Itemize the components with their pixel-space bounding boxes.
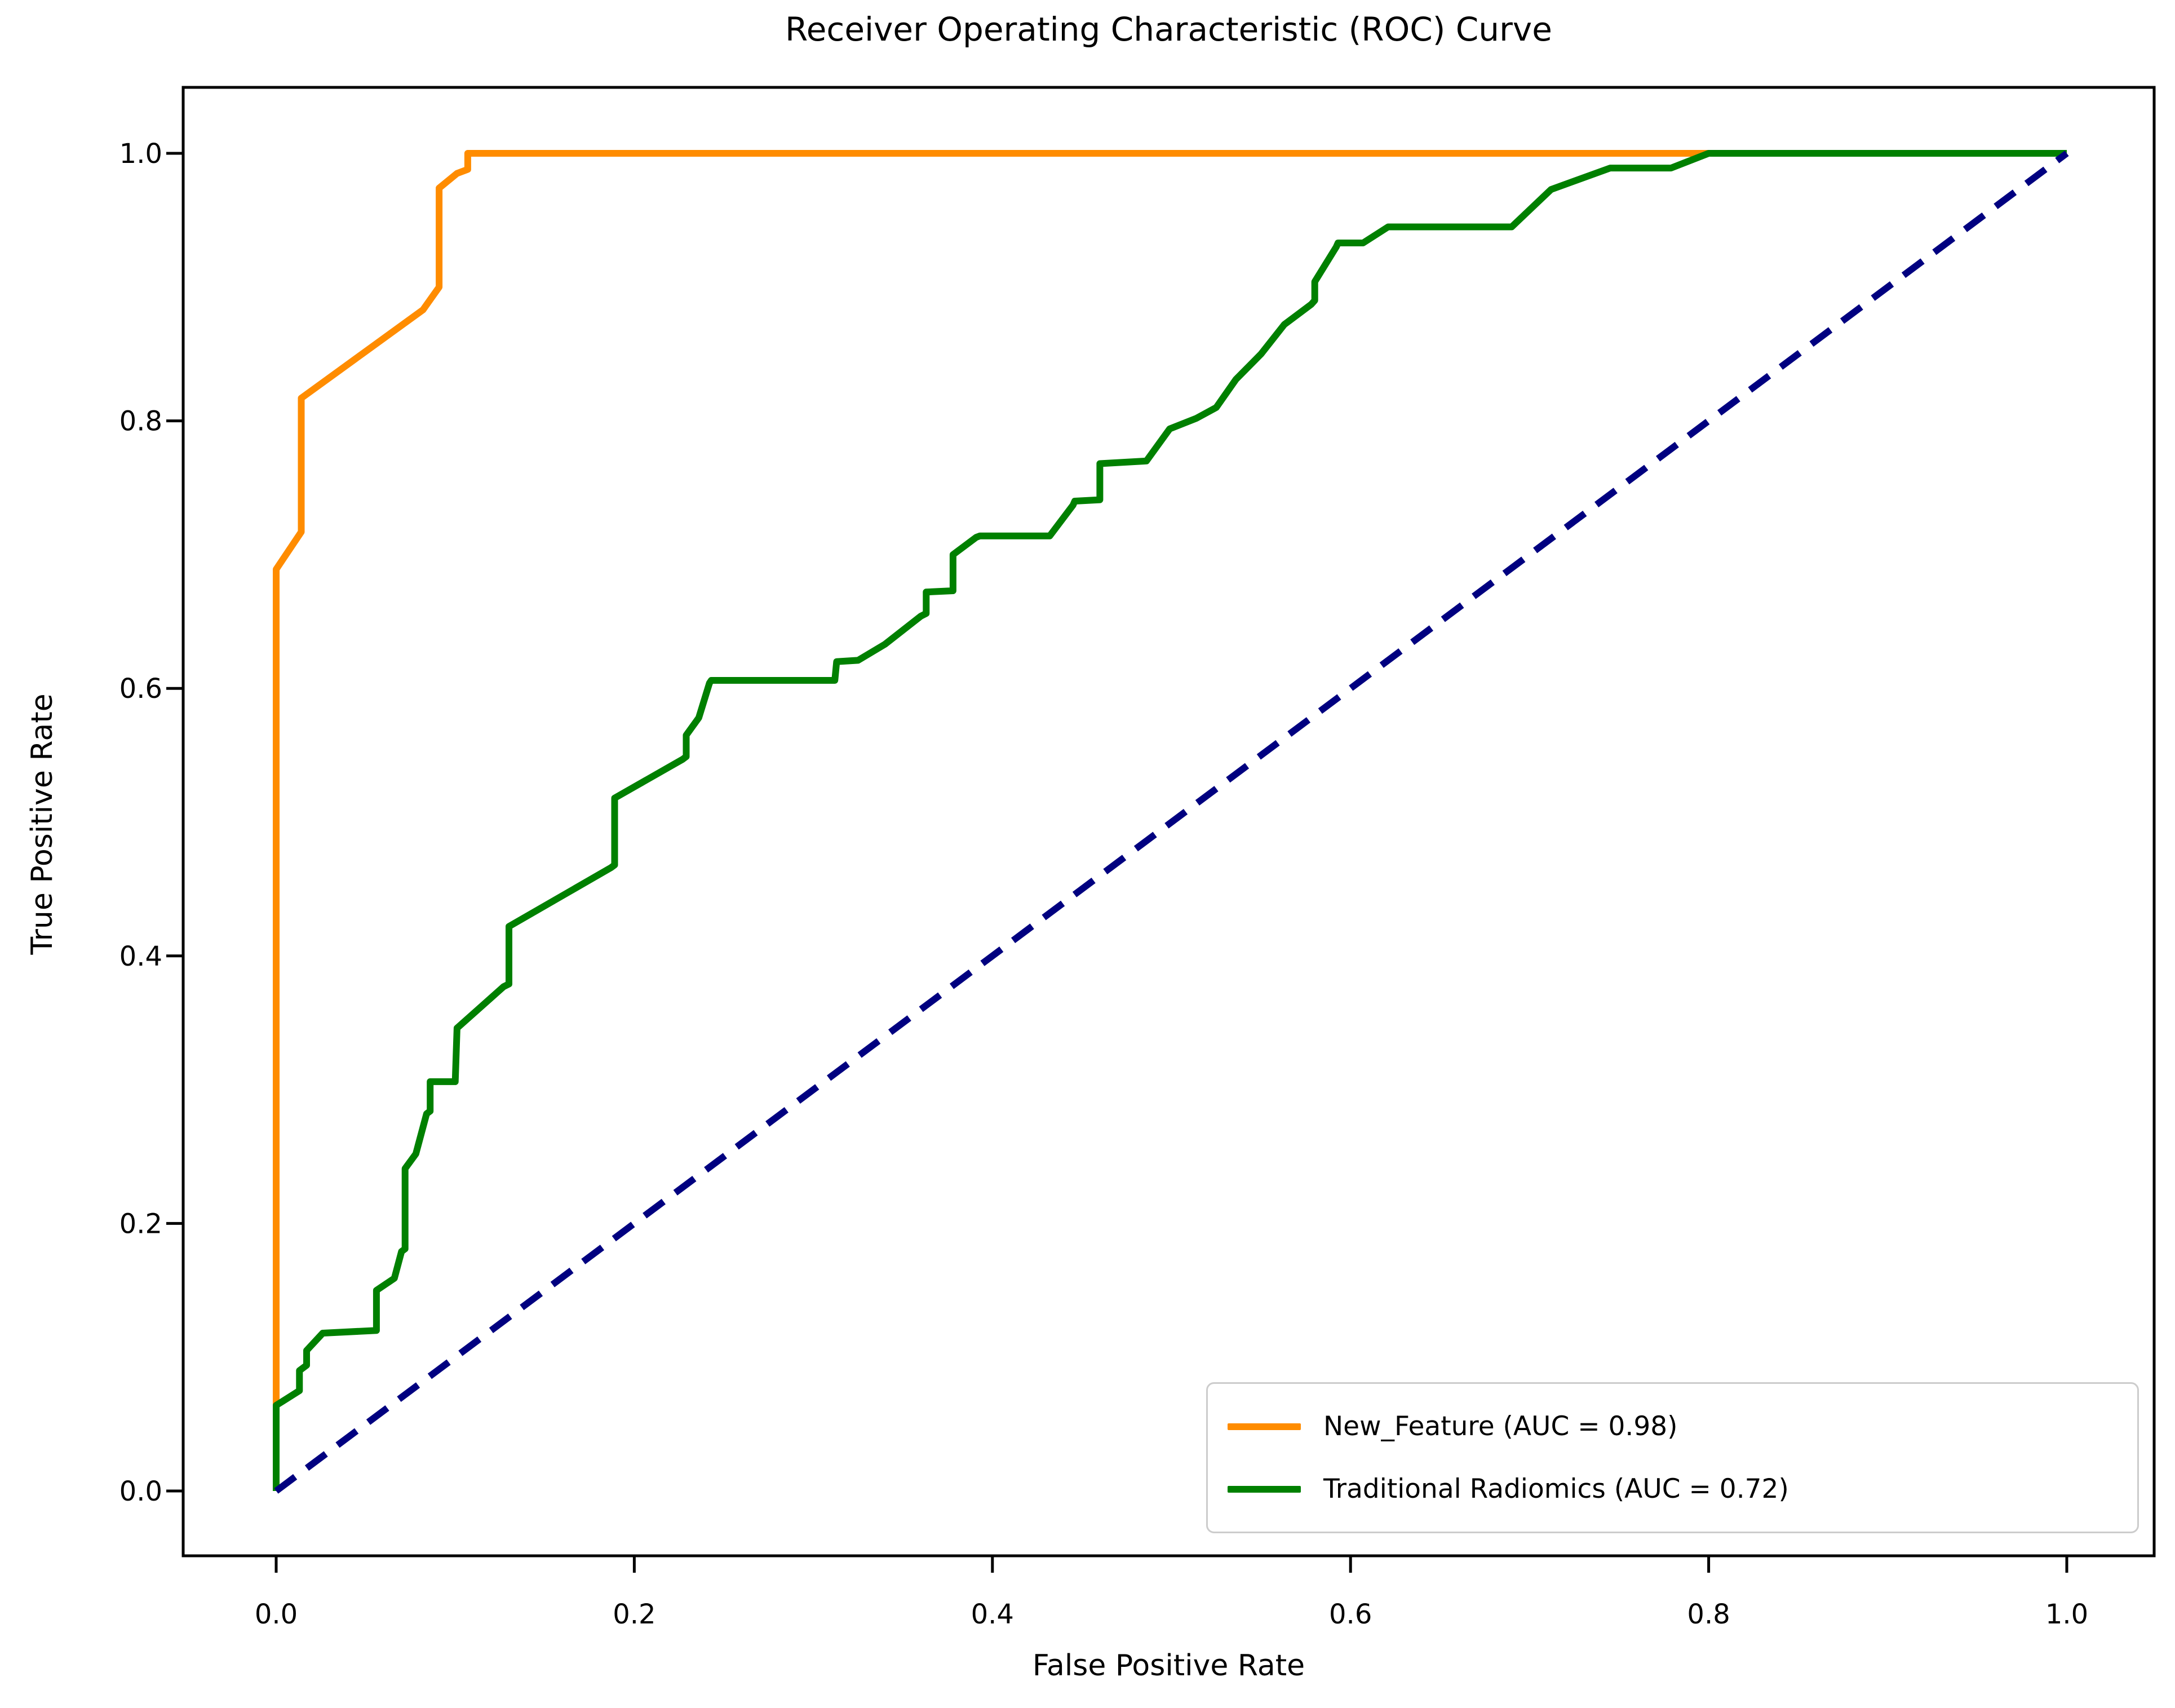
- x-tick-label: 0.4: [971, 1599, 1014, 1630]
- axes-frame: [181, 86, 2156, 1557]
- x-tick-label: 0.2: [613, 1599, 655, 1630]
- y-axis-label: True Positive Rate: [25, 693, 59, 955]
- series-line-traditional-radiomics: [273, 150, 2067, 1491]
- legend-line-swatch-green: [1228, 1485, 1301, 1493]
- y-tick-label: 0.0: [119, 1476, 162, 1507]
- x-tick-label: 1.0: [2045, 1599, 2088, 1630]
- y-tick-label: 0.8: [119, 406, 162, 437]
- legend-item-new-feature: New_Feature (AUC = 0.98): [1228, 1411, 2118, 1442]
- y-tick-label: 0.6: [119, 673, 162, 705]
- legend-label: New_Feature (AUC = 0.98): [1323, 1411, 1678, 1442]
- y-tick-label: 0.2: [119, 1208, 162, 1240]
- x-axis-label: False Positive Rate: [1032, 1649, 1305, 1683]
- y-tick-label: 0.4: [119, 941, 162, 972]
- chart-title: Receiver Operating Characteristic (ROC) …: [785, 10, 1552, 48]
- legend-line-swatch-orange: [1228, 1423, 1301, 1430]
- x-tick-label: 0.6: [1329, 1599, 1372, 1630]
- legend-label: Traditional Radiomics (AUC = 0.72): [1323, 1474, 1789, 1505]
- chance-diagonal-line: [274, 151, 2069, 1494]
- legend: New_Feature (AUC = 0.98) Traditional Rad…: [1206, 1382, 2139, 1533]
- legend-item-traditional-radiomics: Traditional Radiomics (AUC = 0.72): [1228, 1474, 2118, 1505]
- x-tick-label: 0.8: [1687, 1599, 1730, 1630]
- y-tick-label: 1.0: [119, 138, 162, 170]
- series-line-new-feature: [273, 150, 2067, 1491]
- x-tick-label: 0.0: [255, 1599, 298, 1630]
